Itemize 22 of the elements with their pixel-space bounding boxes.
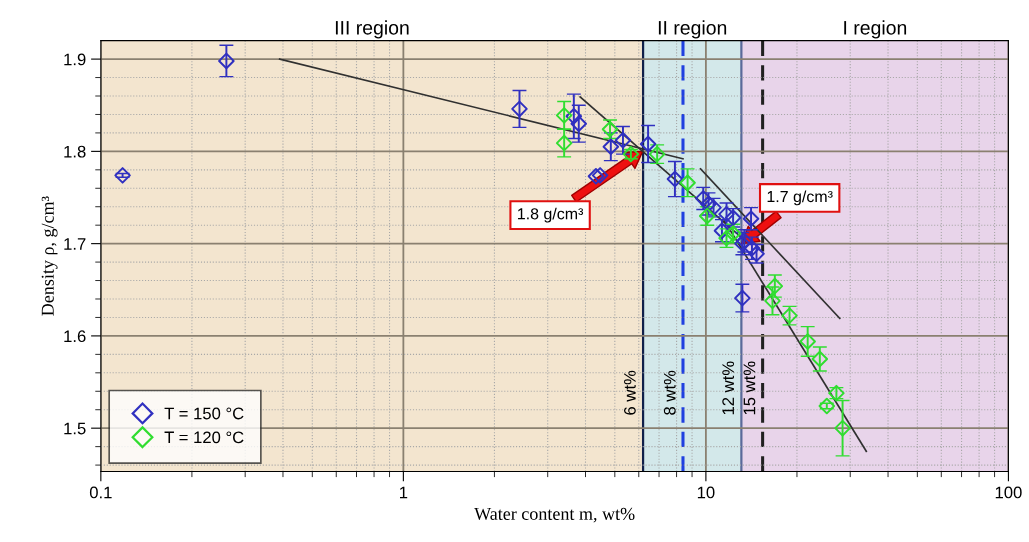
band-label: I region	[844, 20, 907, 39]
annotation: 1.7 g/cm³	[767, 190, 833, 206]
ref-line-label: 6 wt%	[623, 370, 636, 415]
y-tick-label: 1.6	[64, 330, 86, 343]
y-axis-title: Density ρ, g/cm³	[41, 196, 58, 316]
x-axis-title: Water content m, wt%	[474, 507, 635, 523]
legend-label: T = 150 °C	[164, 407, 244, 420]
y-tick-label: 1.9	[64, 53, 86, 66]
band-label: II region	[658, 20, 727, 39]
legend-label: T = 120 °C	[164, 431, 244, 444]
x-tick-label: 10	[697, 486, 715, 499]
ref-line-label: 15 wt%	[743, 361, 756, 415]
y-tick-label: 1.7	[64, 238, 86, 250]
y-tick-label: 1.5	[64, 422, 86, 435]
ref-line-label: 8 wt%	[663, 370, 676, 415]
band-label: III region	[335, 20, 409, 39]
x-tick-label: 0.1	[89, 486, 112, 499]
x-tick-label: 100	[995, 486, 1022, 499]
annotation: 1.8 g/cm³	[518, 207, 584, 223]
y-tick-label: 1.8	[64, 145, 86, 158]
x-tick-label: 1	[400, 486, 408, 499]
ref-line-label: 12 wt%	[722, 361, 735, 415]
